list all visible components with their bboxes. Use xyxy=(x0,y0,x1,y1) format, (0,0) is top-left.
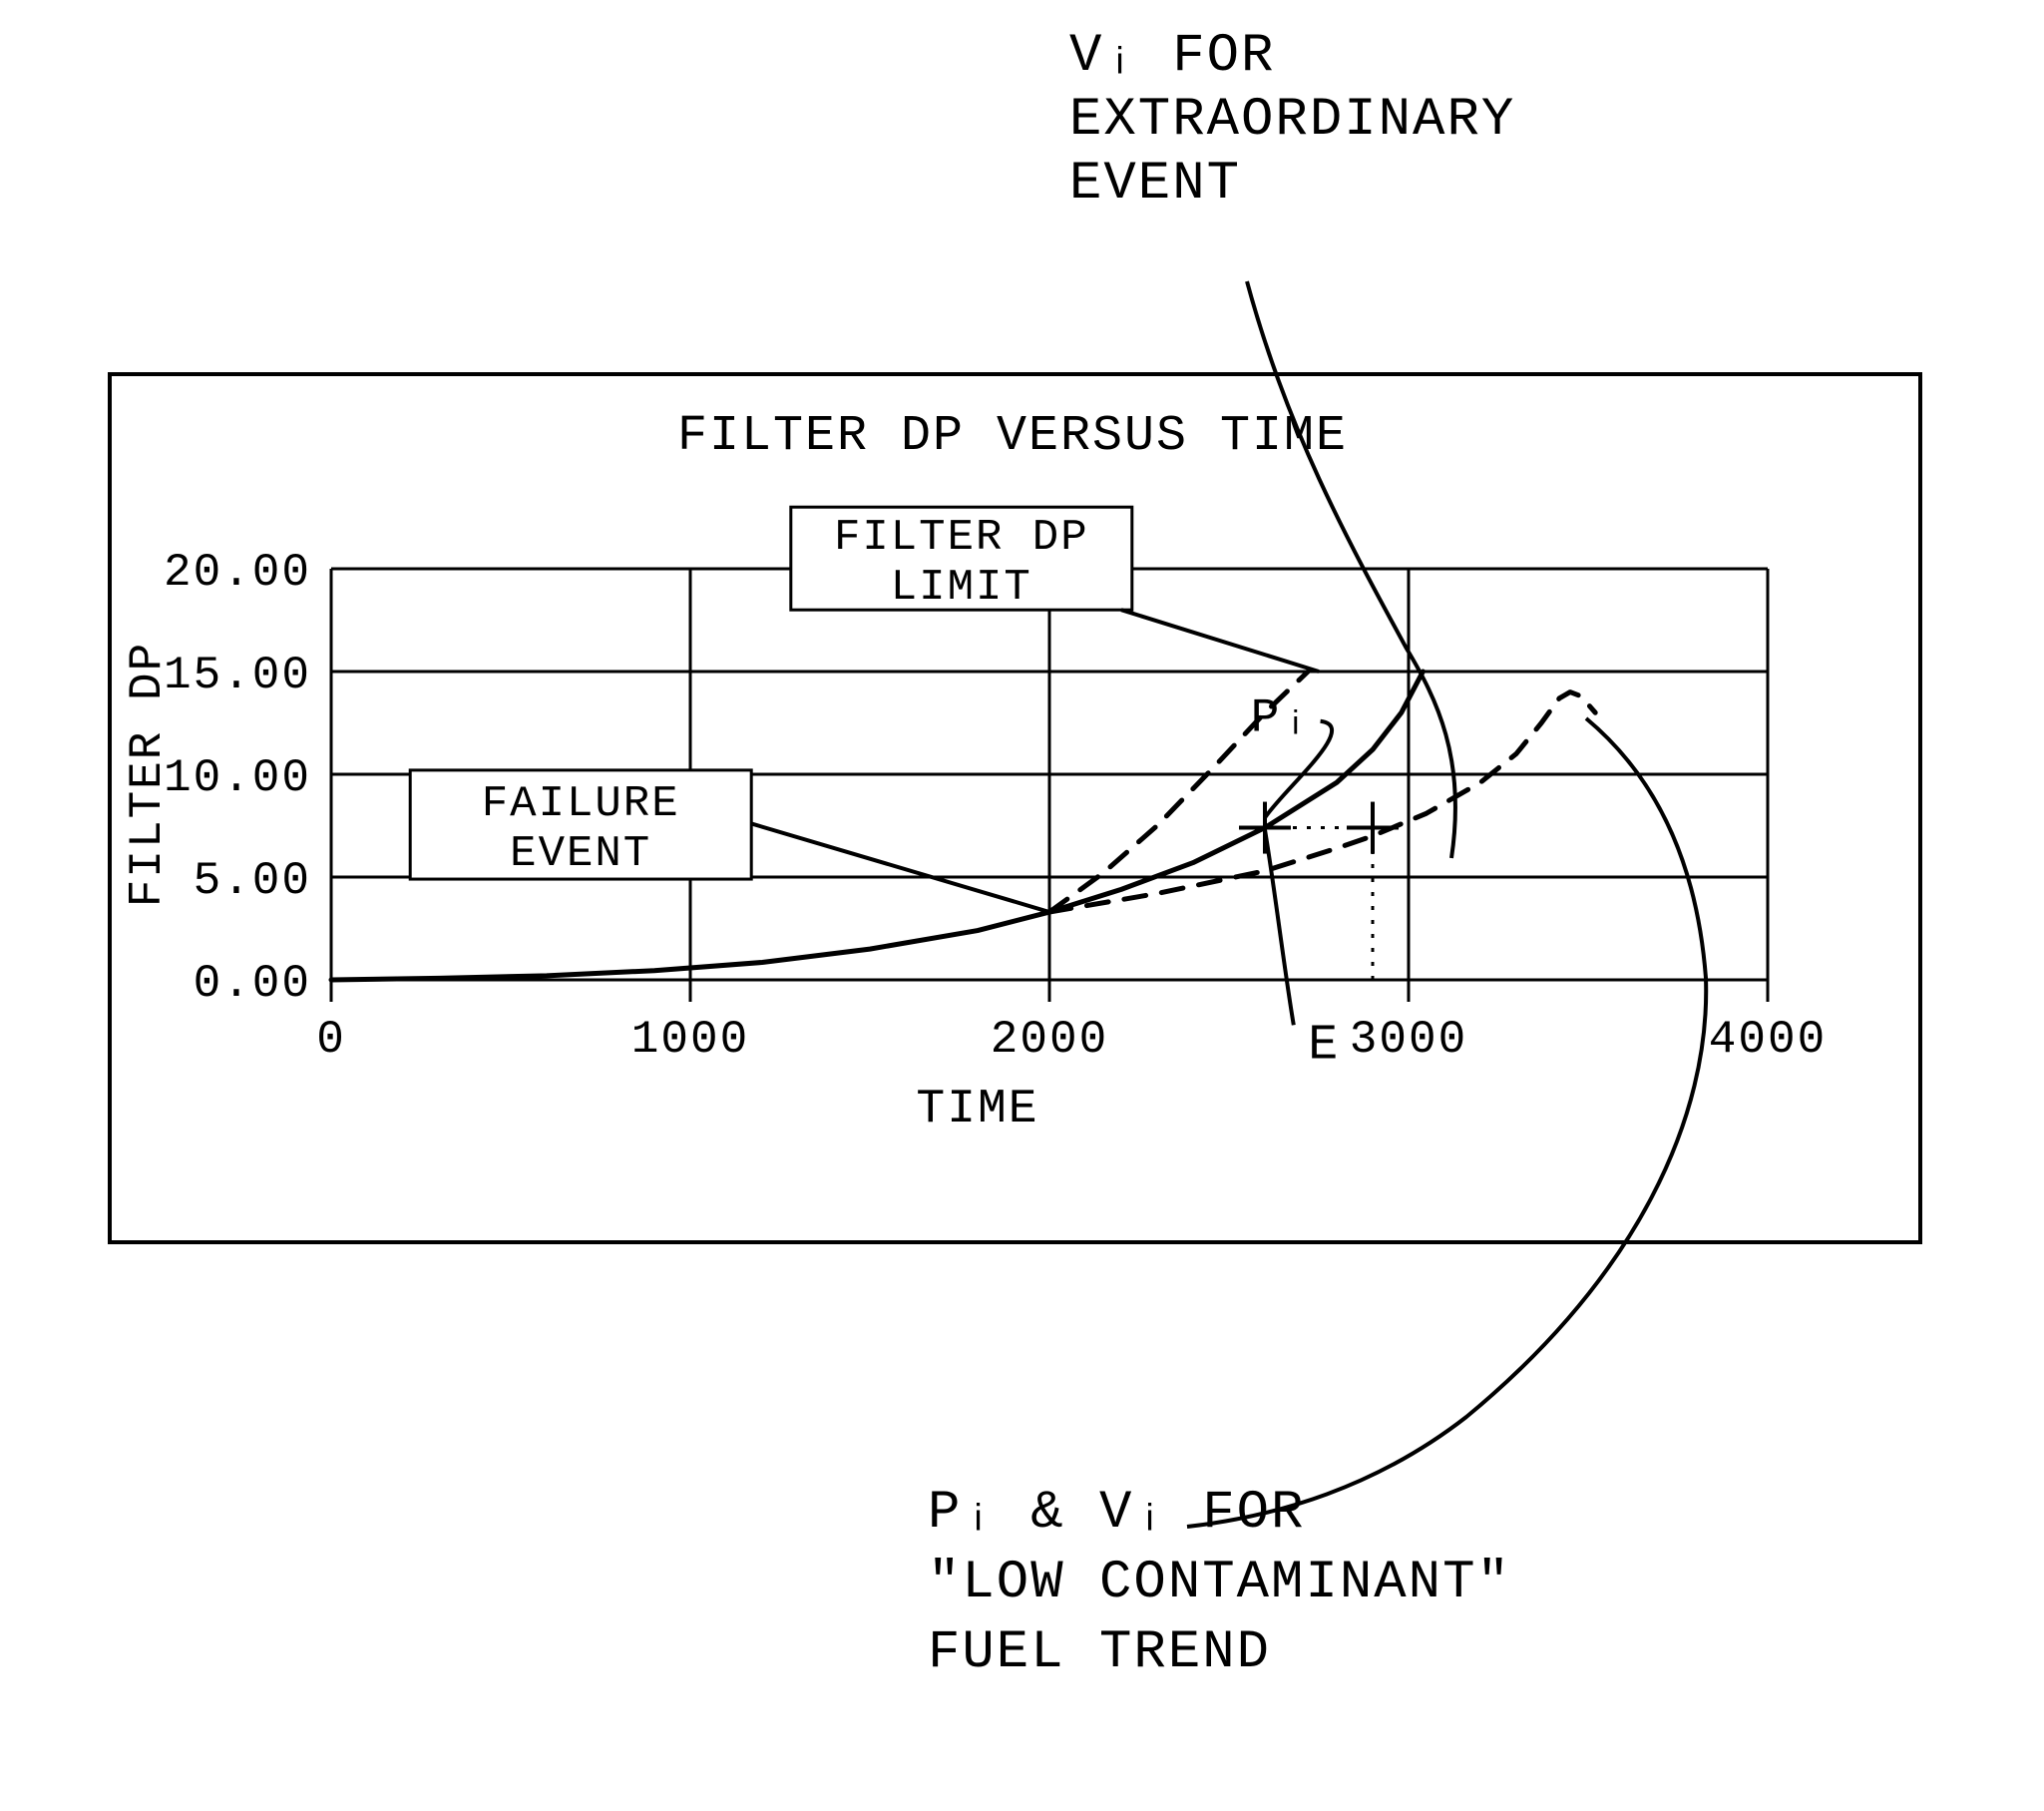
marker-pi xyxy=(1239,802,1291,854)
leader-e xyxy=(1265,830,1294,1026)
annotation-bottom-line: FUEL TREND xyxy=(928,1622,1271,1683)
x-tick-label: 2000 xyxy=(991,1014,1108,1066)
failure-event-leader xyxy=(751,823,1049,912)
label-e: E xyxy=(1308,1017,1340,1074)
x-tick-label: 3000 xyxy=(1350,1014,1467,1066)
filter-dp-limit-text: LIMIT xyxy=(891,563,1032,613)
y-axis-label: FILTER DP xyxy=(122,642,174,907)
failure-event-text: FAILURE xyxy=(482,779,680,829)
label-pi: Pᵢ xyxy=(1251,692,1313,746)
y-tick-label: 10.00 xyxy=(164,752,311,804)
annotation-bottom-line: Pᵢ & Vᵢ FOR xyxy=(928,1483,1305,1544)
y-tick-label: 0.00 xyxy=(194,958,311,1010)
annotation-top-line: EVENT xyxy=(1069,154,1241,215)
failure-event-text: EVENT xyxy=(510,829,651,879)
chart-title: FILTER DP VERSUS TIME xyxy=(677,408,1348,465)
marker-vi-low xyxy=(1347,802,1399,854)
filter-dp-limit-leader xyxy=(1121,610,1319,672)
y-tick-label: 15.00 xyxy=(164,650,311,701)
x-tick-label: 0 xyxy=(316,1014,346,1066)
annotation-bottom-line: "LOW CONTAMINANT" xyxy=(928,1553,1511,1613)
x-axis-label: TIME xyxy=(916,1083,1038,1136)
x-tick-label: 4000 xyxy=(1709,1014,1827,1066)
annotation-top-line: Vᵢ FOR xyxy=(1069,26,1275,87)
series-low-contaminant xyxy=(1049,692,1595,912)
annotation-top-line: EXTRAORDINARY xyxy=(1069,90,1515,151)
x-tick-label: 1000 xyxy=(631,1014,749,1066)
y-tick-label: 5.00 xyxy=(194,855,311,907)
filter-dp-limit-text: FILTER DP xyxy=(834,513,1089,563)
y-tick-label: 20.00 xyxy=(164,547,311,599)
